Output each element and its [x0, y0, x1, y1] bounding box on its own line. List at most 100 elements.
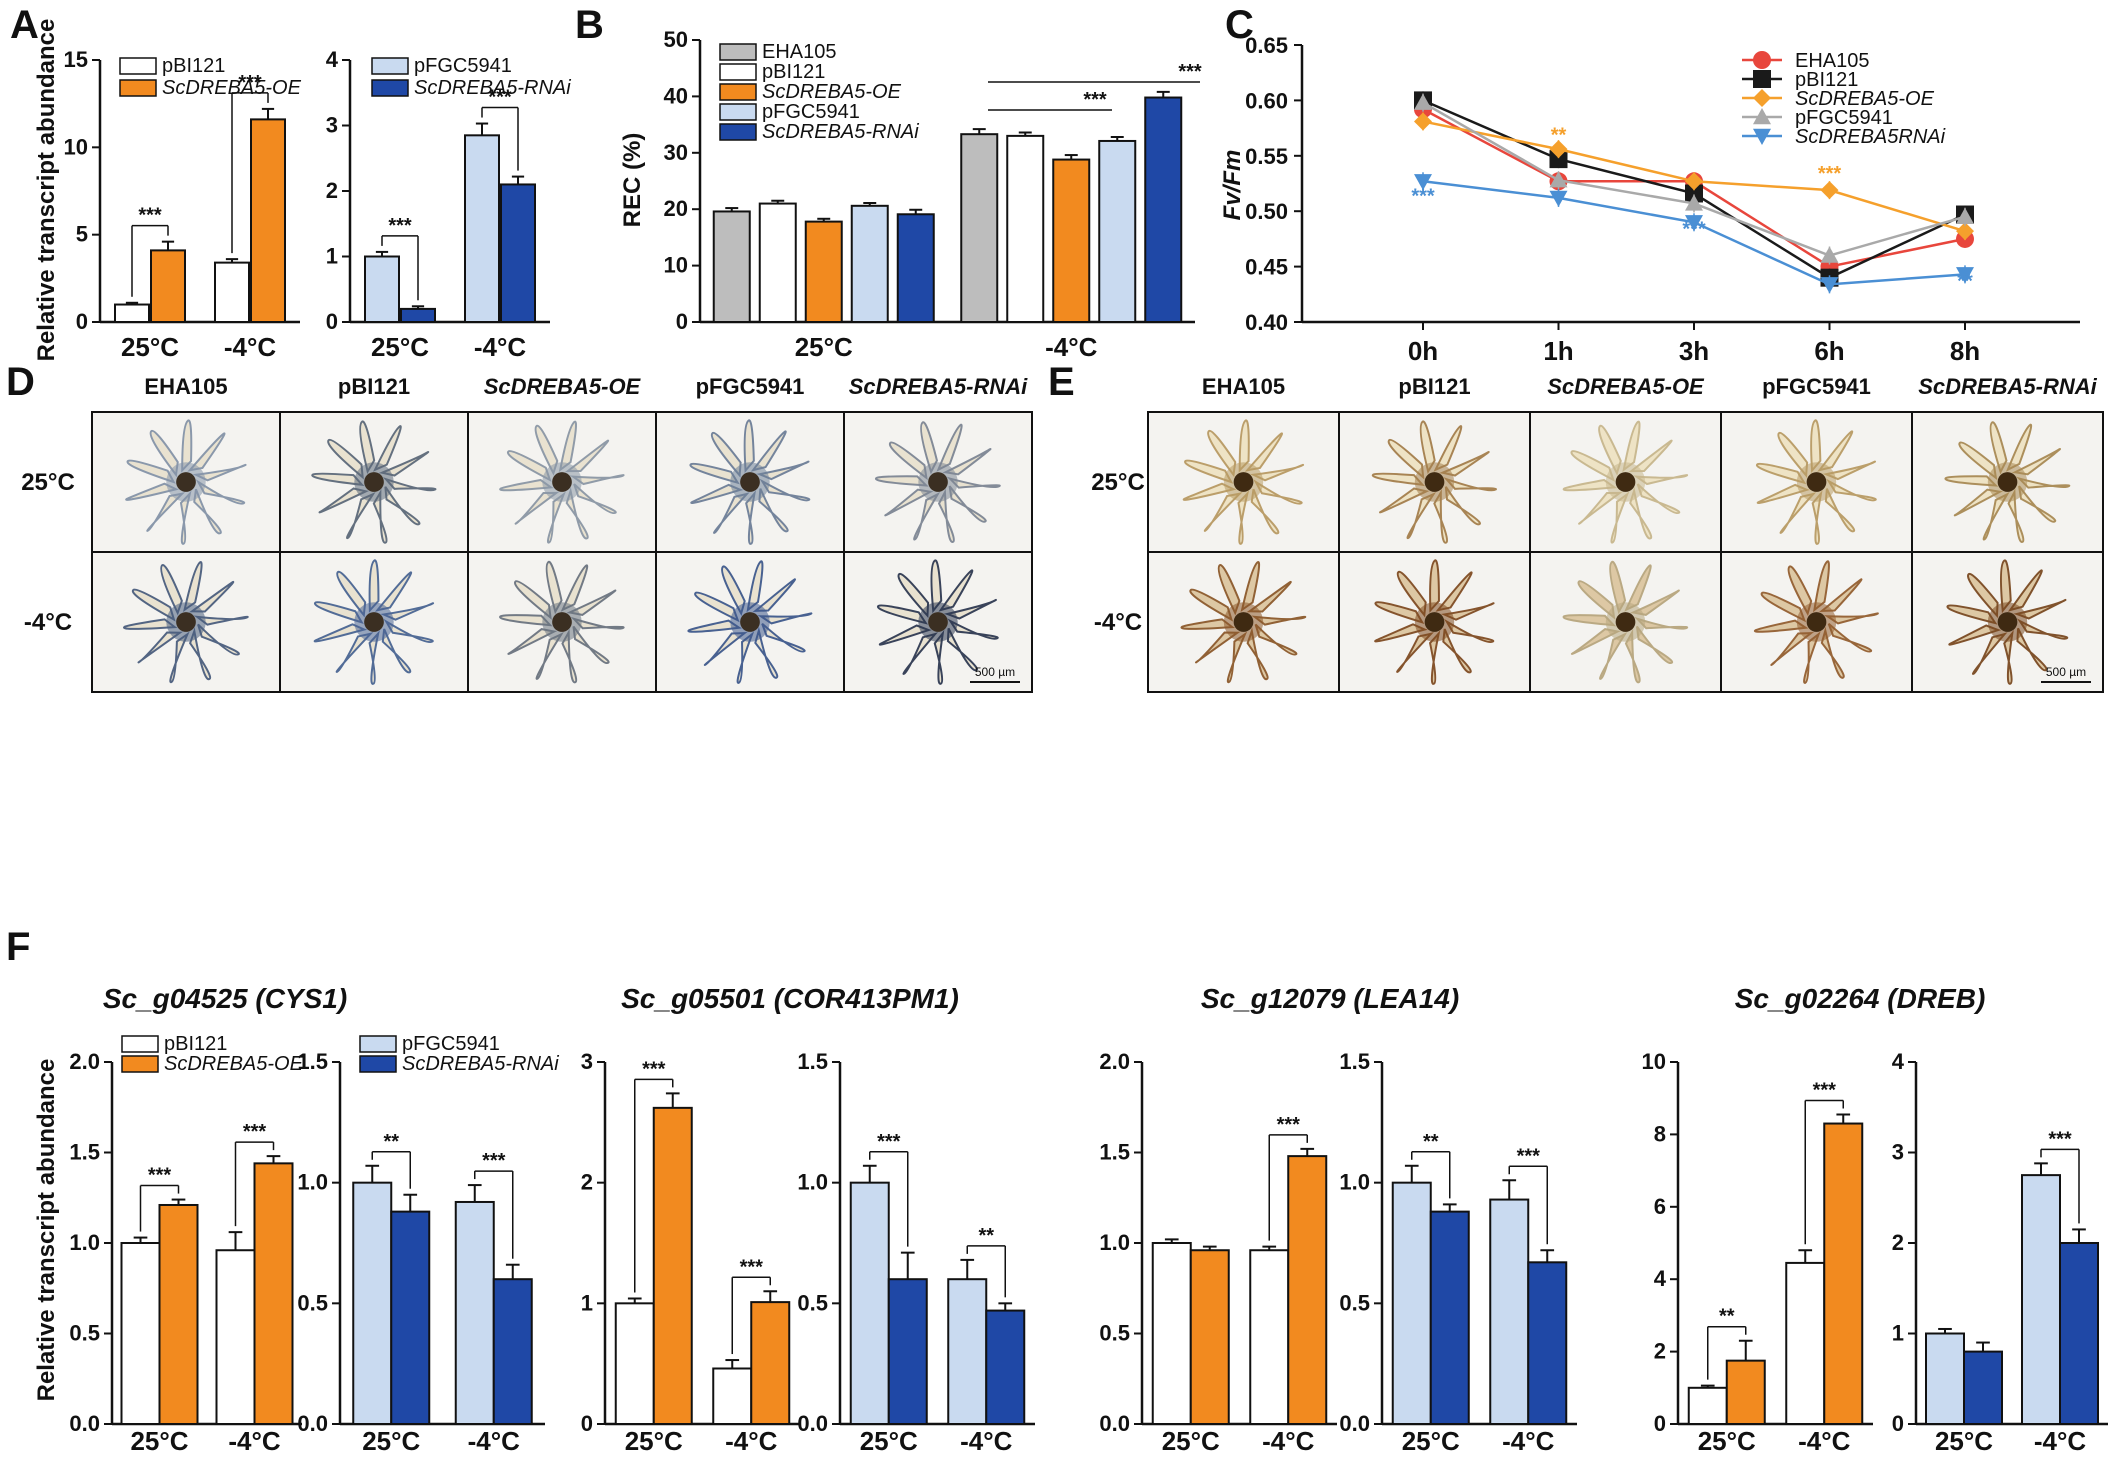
- bar-scdreba5-rnai: [1429, 1210, 1470, 1426]
- marker-diamond: [1414, 112, 1432, 131]
- petal-shape: [1982, 491, 2010, 541]
- x-category-label: 25°C: [371, 332, 429, 362]
- gene-title: Sc_g05501 (COR413PM1): [621, 983, 959, 1014]
- petal-shape: [558, 420, 577, 473]
- gene-title: Sc_g04525 (CYS1): [103, 983, 347, 1014]
- x-category-label: -4°C: [474, 332, 527, 362]
- y-tick-label: 0.0: [1099, 1411, 1130, 1436]
- petal-shape: [1217, 564, 1241, 616]
- y-tick-label: 2: [1892, 1230, 1904, 1255]
- petal-shape: [1827, 623, 1873, 653]
- petal-shape: [754, 626, 779, 679]
- chart-F4-right: 0 1 2 3 4 25°C -4°C ***: [1892, 1049, 2108, 1456]
- y-tick-label: 2: [326, 178, 338, 203]
- y-tick-label: 0: [676, 309, 688, 334]
- significance-label: **: [1551, 124, 1567, 146]
- petal-shape: [1599, 631, 1628, 680]
- petal-shape: [545, 560, 563, 615]
- legend-label: pBI121: [164, 1033, 227, 1055]
- petal-shape: [1439, 451, 1490, 477]
- y-tick-label: 0.5: [297, 1290, 328, 1315]
- x-category-label: -4°C: [1045, 332, 1098, 362]
- petal-shape: [1371, 472, 1425, 487]
- legend-swatch: [719, 103, 757, 121]
- petal-shape: [897, 572, 930, 619]
- flower-center: [364, 612, 384, 632]
- bar-pbi121: [1785, 1261, 1826, 1426]
- petal-shape: [1811, 490, 1823, 545]
- bar-scdreba5-rnai: [400, 307, 436, 323]
- y-tick-label: 0.0: [797, 1411, 828, 1436]
- marker-diamond: [1956, 222, 1974, 241]
- legend-label: pBI121: [162, 55, 225, 77]
- panel-d-grid: EHA105 pBI121 ScDREBA5-OE pFGC5941 ScDREBA5-…: [21, 374, 1033, 693]
- petal-shape: [506, 450, 552, 482]
- flower-center: [364, 472, 384, 492]
- petal-shape: [1967, 572, 1999, 619]
- bar-scdreba5-oe: [1287, 1155, 1328, 1425]
- y-axis-title: Relative transcript abundance: [33, 19, 60, 362]
- petal-shape: [1443, 477, 1497, 492]
- bar-pfgc5941: [2021, 1174, 2061, 1425]
- y-tick-label: 1.0: [69, 1230, 100, 1255]
- petal-shape: [1254, 623, 1298, 656]
- bar-scdreba5-oe: [804, 220, 843, 323]
- bar-scdreba5-oe: [750, 1301, 791, 1426]
- petal-shape: [1624, 564, 1652, 612]
- petal-shape: [1948, 624, 2002, 646]
- panel-e-grid: EHA105 pBI121 ScDREBA5-OE pFGC5941 ScDREBA5-…: [1091, 374, 2104, 693]
- y-tick-label: 0.0: [1339, 1411, 1370, 1436]
- marker-diamond: [1820, 181, 1839, 200]
- flower-center: [1806, 612, 1827, 632]
- bar-scdreba5-rnai: [2059, 1242, 2099, 1425]
- petal-shape: [1989, 421, 2008, 475]
- significance-label: ***: [1517, 1145, 1541, 1167]
- petal-shape: [2003, 629, 2014, 685]
- y-tick-label: 10: [1642, 1049, 1666, 1074]
- flower-center: [1615, 472, 1636, 492]
- y-tick-label: 0: [581, 1411, 593, 1436]
- significance-label: ***: [877, 1131, 901, 1153]
- petal-shape: [1237, 490, 1250, 545]
- petal-shape: [1803, 631, 1821, 684]
- petal-shape: [507, 628, 558, 655]
- significance-label: ***: [642, 1058, 666, 1080]
- marker-square: [1753, 70, 1771, 88]
- petal-shape: [710, 431, 742, 478]
- petal-shape: [197, 623, 240, 656]
- petal-shape: [946, 627, 979, 672]
- bar-pfgc5941: [849, 1181, 890, 1425]
- petal-shape: [1184, 459, 1234, 484]
- significance-label: ***: [1277, 1114, 1301, 1136]
- petal-shape: [573, 483, 617, 515]
- y-tick-label: 0.45: [1245, 255, 1288, 280]
- petal-shape: [183, 561, 203, 613]
- petal-shape: [2016, 476, 2071, 489]
- chart-F1-left: 0.0 0.5 1.0 1.5 2.0 25°C -4°C *** *** pBI121ScDRE…: [69, 1033, 303, 1456]
- y-tick-label: 0.60: [1245, 88, 1288, 113]
- y-tick-label: 0.55: [1245, 144, 1288, 169]
- petal-shape: [1180, 618, 1236, 630]
- marker-diamond: [1753, 89, 1771, 107]
- petal-shape: [948, 485, 987, 523]
- legend-label: pFGC5941: [414, 55, 512, 77]
- x-category-label: -4°C: [1798, 1426, 1851, 1456]
- panel-letter-d: D: [6, 360, 35, 404]
- petal-shape: [1406, 492, 1437, 540]
- y-tick-label: 4: [326, 47, 339, 72]
- petal-shape: [1634, 616, 1689, 630]
- petal-shape: [373, 425, 402, 472]
- petal-shape: [1971, 632, 2008, 675]
- legend-label: pBI121: [762, 61, 825, 83]
- petal-shape: [1777, 431, 1809, 478]
- petal-shape: [189, 581, 235, 613]
- bar-pbi121: [614, 1302, 655, 1426]
- y-tick-label: 30: [664, 140, 688, 165]
- petal-shape: [335, 632, 374, 673]
- y-tick-label: 2: [581, 1170, 593, 1195]
- significance-label: ***: [2048, 1128, 2072, 1150]
- scale-bar-label: 500 µm: [975, 665, 1015, 679]
- flower-center: [176, 472, 196, 492]
